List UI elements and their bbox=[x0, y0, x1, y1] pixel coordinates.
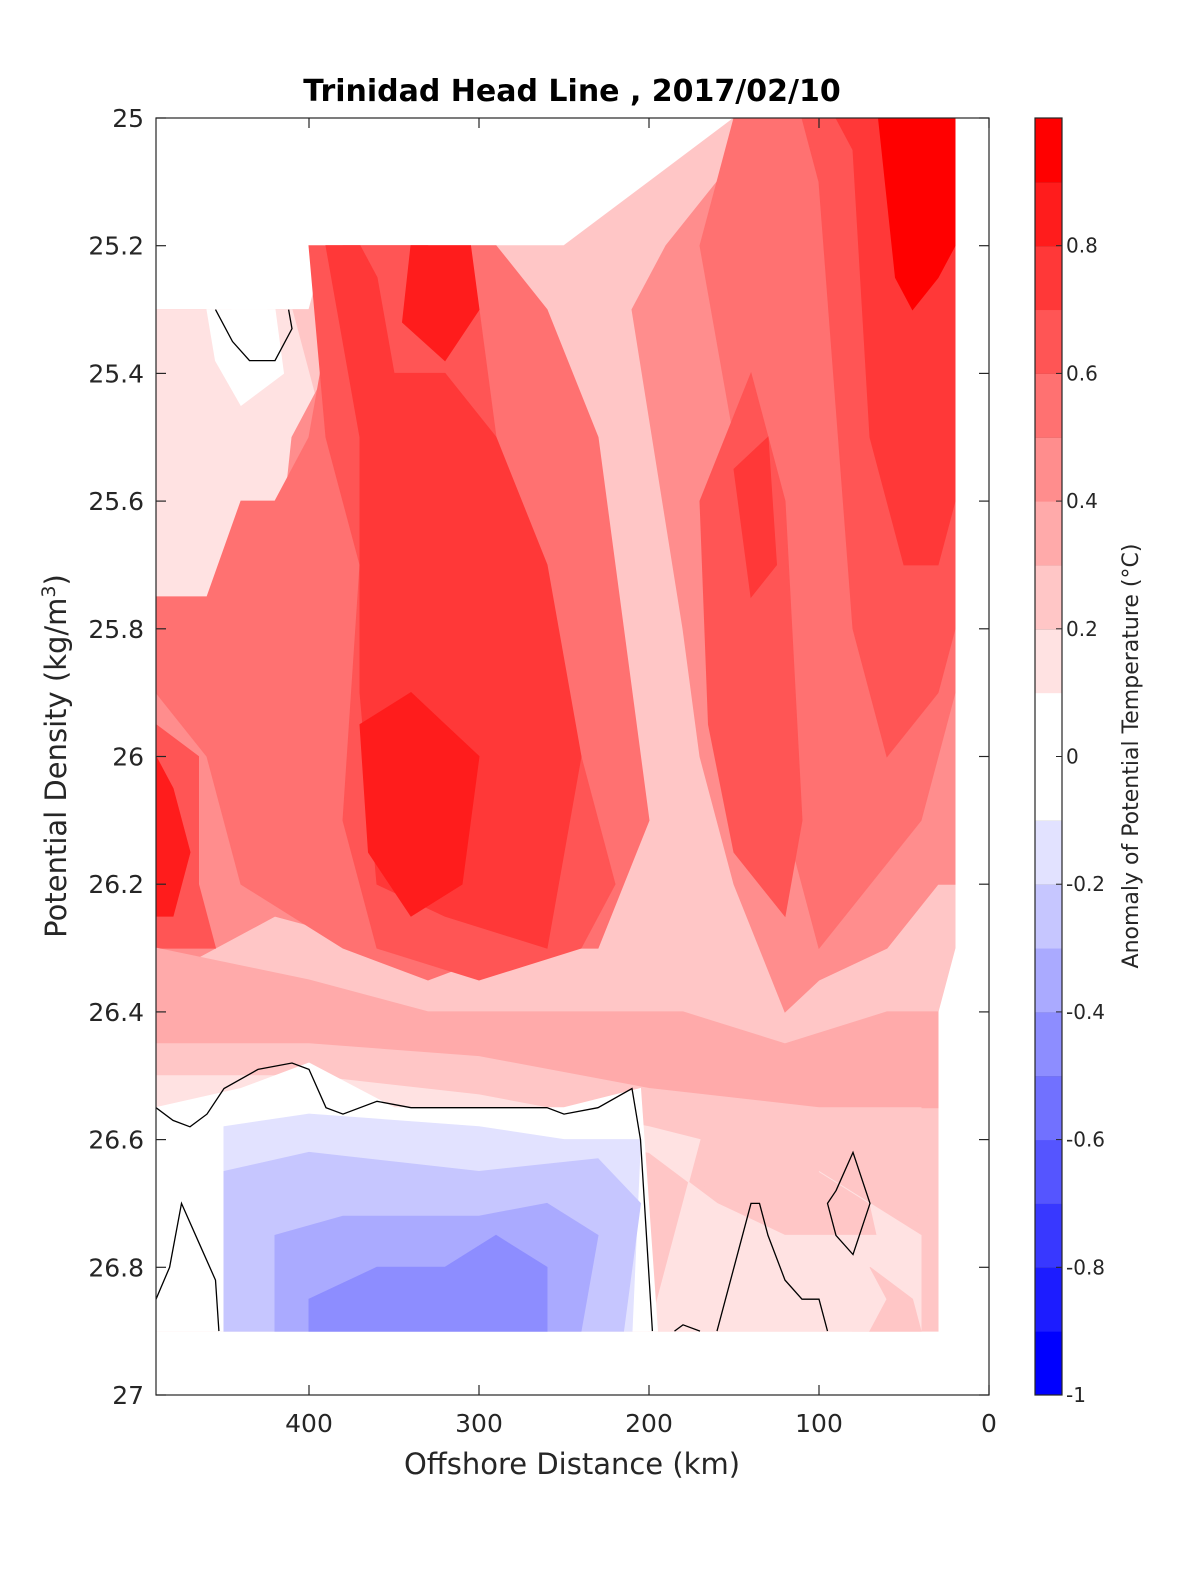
colorbar-swatch bbox=[1035, 1075, 1062, 1141]
colorbar-tick-label: -0.6 bbox=[1066, 1128, 1105, 1152]
colorbar-swatch bbox=[1035, 1331, 1062, 1396]
x-tick-label: 0 bbox=[981, 1409, 997, 1438]
colorbar-swatch bbox=[1035, 437, 1062, 502]
contour-region-warm-085-nearshore bbox=[877, 118, 956, 311]
contour-region-neg-surface-patch bbox=[231, 309, 268, 337]
y-axis: 25 25.2 25.4 25.6 25.8 26 26.2 26.4 26.6 26.8 27 bbox=[88, 104, 989, 1410]
colorbar-ticks: -1 -0.8 -0.6 -0.4 -0.2 0 0.2 0.4 0.6 0.8 bbox=[1056, 234, 1105, 1407]
y-tick-label: 26.2 bbox=[88, 870, 144, 899]
y-tick-label: 26.4 bbox=[88, 998, 144, 1027]
contour-region-warm-065-nearshore-band bbox=[699, 371, 803, 918]
contour-region-warm-075-nearshore-band bbox=[733, 436, 778, 599]
y-tick-label: 26 bbox=[112, 743, 144, 772]
colorbar-tick-label: 0.4 bbox=[1066, 489, 1098, 513]
contour-region-lower-neg-045 bbox=[308, 1234, 548, 1332]
colorbar-swatch bbox=[1035, 1011, 1062, 1077]
colorbar-tick-label: 0.2 bbox=[1066, 617, 1098, 641]
contour-fill-layer bbox=[156, 118, 956, 1332]
colorbar-swatch bbox=[1035, 118, 1062, 183]
colorbar-tick-label: 0 bbox=[1066, 745, 1079, 769]
colorbar-swatch bbox=[1035, 245, 1062, 311]
colorbar-tick-label: -0.2 bbox=[1066, 872, 1105, 896]
y-tick-label: 25.8 bbox=[88, 615, 144, 644]
colorbar-swatch bbox=[1035, 820, 1062, 885]
zero-contour-layer bbox=[156, 309, 871, 1332]
y-tick-label: 26.8 bbox=[88, 1253, 144, 1282]
y-axis-label-end: ) bbox=[39, 574, 73, 585]
contour-region-lower-warm-nearshore-2 bbox=[869, 1266, 922, 1332]
y-tick-label: 26.6 bbox=[88, 1126, 144, 1155]
zero-contour-nearshore bbox=[674, 1324, 701, 1332]
colorbar-swatch bbox=[1035, 1203, 1062, 1268]
y-axis-label-sup: 3 bbox=[38, 585, 60, 597]
zero-contour-lower-left bbox=[156, 1201, 220, 1332]
y-tick-label: 25.4 bbox=[88, 359, 144, 388]
chart-title: Trinidad Head Line , 2017/02/10 bbox=[303, 74, 840, 109]
colorbar-swatch bbox=[1035, 1267, 1062, 1332]
zero-contour-loop bbox=[826, 1150, 871, 1256]
colorbar-swatch bbox=[1035, 884, 1062, 949]
zero-contour-nearshore-2 bbox=[716, 1202, 829, 1332]
colorbar bbox=[1035, 117, 1062, 1396]
colorbar-swatch bbox=[1035, 309, 1062, 374]
colorbar-swatch bbox=[1035, 1139, 1062, 1204]
x-tick-label: 100 bbox=[795, 1409, 843, 1438]
colorbar-tick-label: -1 bbox=[1066, 1383, 1086, 1407]
zero-contour-main bbox=[156, 1062, 654, 1332]
colorbar-swatch bbox=[1035, 628, 1062, 694]
x-tick-label: 300 bbox=[455, 1409, 503, 1438]
x-axis-label: Offshore Distance (km) bbox=[404, 1447, 740, 1481]
zero-contour-surface bbox=[214, 309, 293, 362]
x-tick-label: 400 bbox=[285, 1409, 333, 1438]
colorbar-tick-label: 0.8 bbox=[1066, 234, 1098, 258]
colorbar-tick-label: 0.6 bbox=[1066, 361, 1098, 385]
colorbar-label: Anomaly of Potential Temperature (°C) bbox=[1119, 544, 1144, 969]
y-axis-label: Potential Density (kg/m3) bbox=[38, 574, 73, 938]
y-tick-label: 25 bbox=[112, 104, 144, 133]
x-axis: 400 300 200 100 0 bbox=[285, 118, 997, 1438]
colorbar-tick-label: -0.4 bbox=[1066, 1000, 1105, 1024]
colorbar-swatch bbox=[1035, 501, 1062, 566]
x-tick-label: 200 bbox=[625, 1409, 673, 1438]
contour-region-warm-080-upper bbox=[401, 245, 480, 362]
y-tick-label: 25.6 bbox=[88, 487, 144, 516]
colorbar-swatch bbox=[1035, 181, 1062, 247]
y-tick-label: 27 bbox=[112, 1381, 144, 1410]
colorbar-swatch bbox=[1035, 373, 1062, 438]
colorbar-tick-label: -0.8 bbox=[1066, 1255, 1105, 1279]
colorbar-swatch bbox=[1035, 564, 1062, 630]
y-axis-label-main: Potential Density (kg/m bbox=[39, 598, 73, 938]
contour-region-warm-085-core-mid bbox=[359, 691, 480, 917]
colorbar-swatch bbox=[1035, 948, 1062, 1013]
y-tick-label: 25.2 bbox=[88, 232, 144, 261]
contour-region-warm-085-core-offshore bbox=[156, 756, 191, 917]
